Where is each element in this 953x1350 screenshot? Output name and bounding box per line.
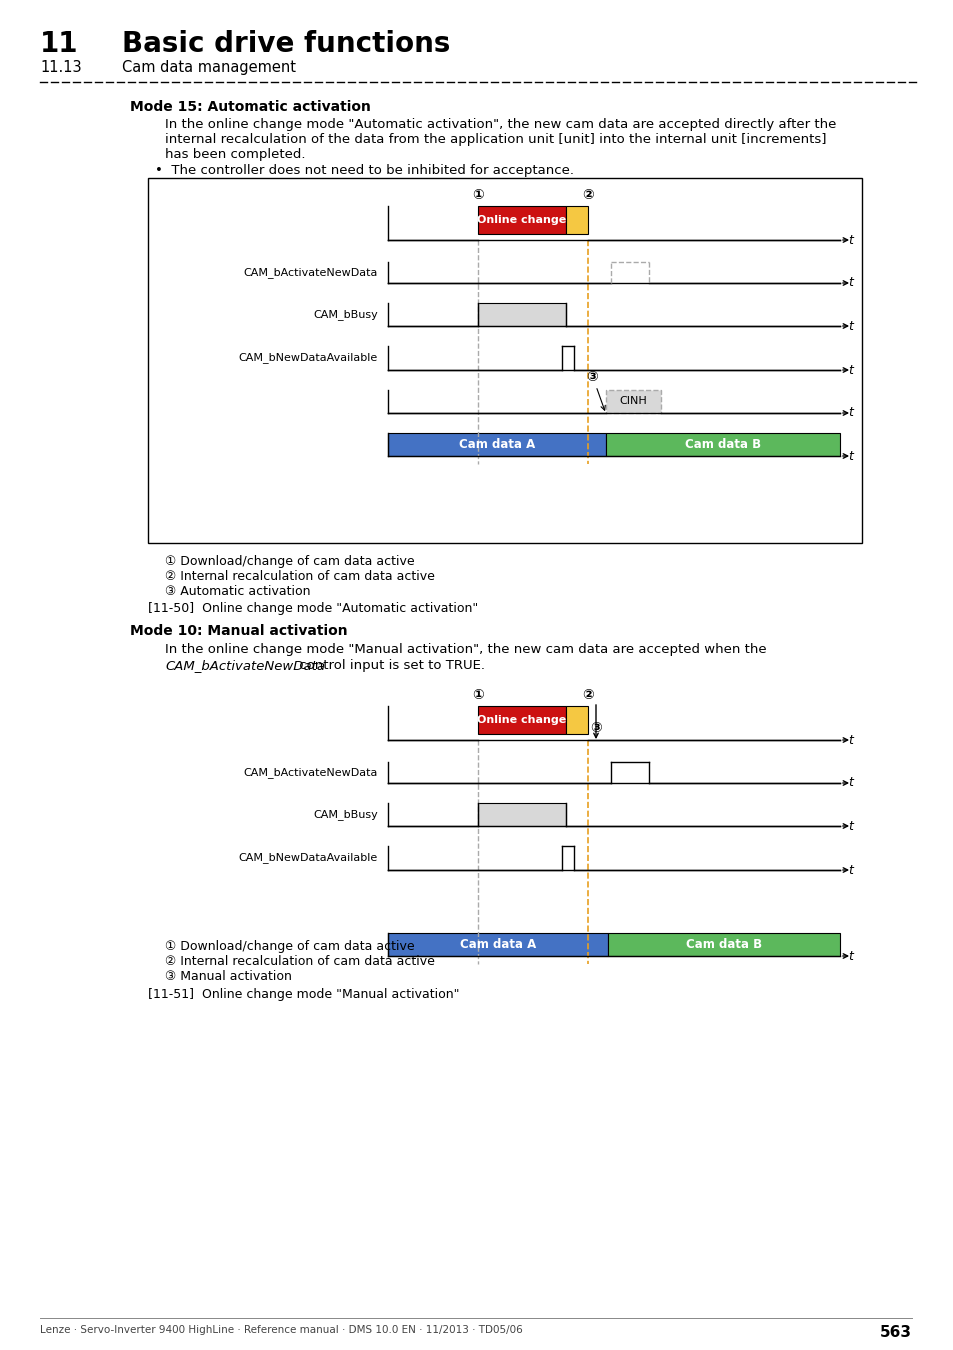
- Text: In the online change mode "Manual activation", the new cam data are accepted whe: In the online change mode "Manual activa…: [165, 643, 766, 656]
- Text: t: t: [847, 320, 852, 332]
- Text: t: t: [847, 733, 852, 747]
- Text: control input is set to TRUE.: control input is set to TRUE.: [294, 659, 484, 672]
- Text: 11: 11: [40, 30, 78, 58]
- Text: ②: ②: [581, 688, 594, 702]
- Text: Online change: Online change: [476, 215, 566, 225]
- Text: t: t: [847, 234, 852, 247]
- Text: Cam data A: Cam data A: [458, 437, 535, 451]
- Text: 563: 563: [879, 1324, 911, 1341]
- Text: •  The controller does not need to be inhibited for acceptance.: • The controller does not need to be inh…: [154, 163, 574, 177]
- Text: In the online change mode "Automatic activation", the new cam data are accepted : In the online change mode "Automatic act…: [165, 117, 836, 131]
- Text: ①: ①: [472, 188, 483, 202]
- Text: t: t: [847, 819, 852, 833]
- Text: t: t: [847, 776, 852, 790]
- Text: CAM_bNewDataAvailable: CAM_bNewDataAvailable: [238, 853, 377, 864]
- Bar: [605, 390, 660, 413]
- Text: CAM_bBusy: CAM_bBusy: [313, 809, 377, 819]
- Text: Cam data management: Cam data management: [122, 59, 295, 76]
- Text: ③: ③: [585, 370, 598, 383]
- Bar: [607, 933, 840, 956]
- Text: t: t: [847, 406, 852, 420]
- Text: ① Download/change of cam data active: ① Download/change of cam data active: [165, 555, 415, 568]
- Text: CAM_bBusy: CAM_bBusy: [313, 309, 377, 320]
- Text: CAM_bNewDataAvailable: CAM_bNewDataAvailable: [238, 352, 377, 363]
- Text: Online change: Online change: [476, 716, 566, 725]
- Text: ③ Automatic activation: ③ Automatic activation: [165, 585, 310, 598]
- Text: t: t: [847, 864, 852, 876]
- Text: Cam data A: Cam data A: [459, 938, 536, 950]
- Text: Lenze · Servo-Inverter 9400 HighLine · Reference manual · DMS 10.0 EN · 11/2013 : Lenze · Servo-Inverter 9400 HighLine · R…: [40, 1324, 522, 1335]
- Bar: [477, 803, 565, 826]
- Text: ①: ①: [472, 688, 483, 702]
- Text: t: t: [847, 450, 852, 463]
- Bar: [605, 433, 840, 456]
- Text: Mode 10: Manual activation: Mode 10: Manual activation: [130, 624, 347, 639]
- Bar: [565, 207, 587, 234]
- Text: Cam data B: Cam data B: [685, 938, 761, 950]
- Text: ② Internal recalculation of cam data active: ② Internal recalculation of cam data act…: [165, 954, 435, 968]
- Text: [11-51]  Online change mode "Manual activation": [11-51] Online change mode "Manual activ…: [148, 988, 459, 1000]
- Bar: [388, 433, 605, 456]
- Text: Cam data B: Cam data B: [684, 437, 760, 451]
- Text: 11.13: 11.13: [40, 59, 82, 76]
- Text: CAM_bActivateNewData: CAM_bActivateNewData: [243, 267, 377, 278]
- Bar: [477, 302, 565, 325]
- Text: [11-50]  Online change mode "Automatic activation": [11-50] Online change mode "Automatic ac…: [148, 602, 477, 616]
- Text: CAM_bActivateNewData: CAM_bActivateNewData: [165, 659, 325, 672]
- Bar: [477, 706, 565, 734]
- Text: ③ Manual activation: ③ Manual activation: [165, 971, 292, 983]
- Text: t: t: [847, 363, 852, 377]
- Text: t: t: [847, 277, 852, 289]
- Text: Basic drive functions: Basic drive functions: [122, 30, 450, 58]
- Bar: [148, 178, 862, 543]
- Text: ③: ③: [590, 721, 601, 734]
- Text: CAM_bActivateNewData: CAM_bActivateNewData: [243, 767, 377, 778]
- Text: ② Internal recalculation of cam data active: ② Internal recalculation of cam data act…: [165, 570, 435, 583]
- Text: internal recalculation of the data from the application unit [unit] into the int: internal recalculation of the data from …: [165, 134, 825, 146]
- Bar: [388, 933, 607, 956]
- Text: has been completed.: has been completed.: [165, 148, 305, 161]
- Bar: [477, 207, 565, 234]
- Text: ① Download/change of cam data active: ① Download/change of cam data active: [165, 940, 415, 953]
- Text: t: t: [847, 949, 852, 963]
- Text: Mode 15: Automatic activation: Mode 15: Automatic activation: [130, 100, 371, 113]
- Text: ②: ②: [581, 188, 594, 202]
- Bar: [565, 706, 587, 734]
- Text: CINH: CINH: [619, 397, 647, 406]
